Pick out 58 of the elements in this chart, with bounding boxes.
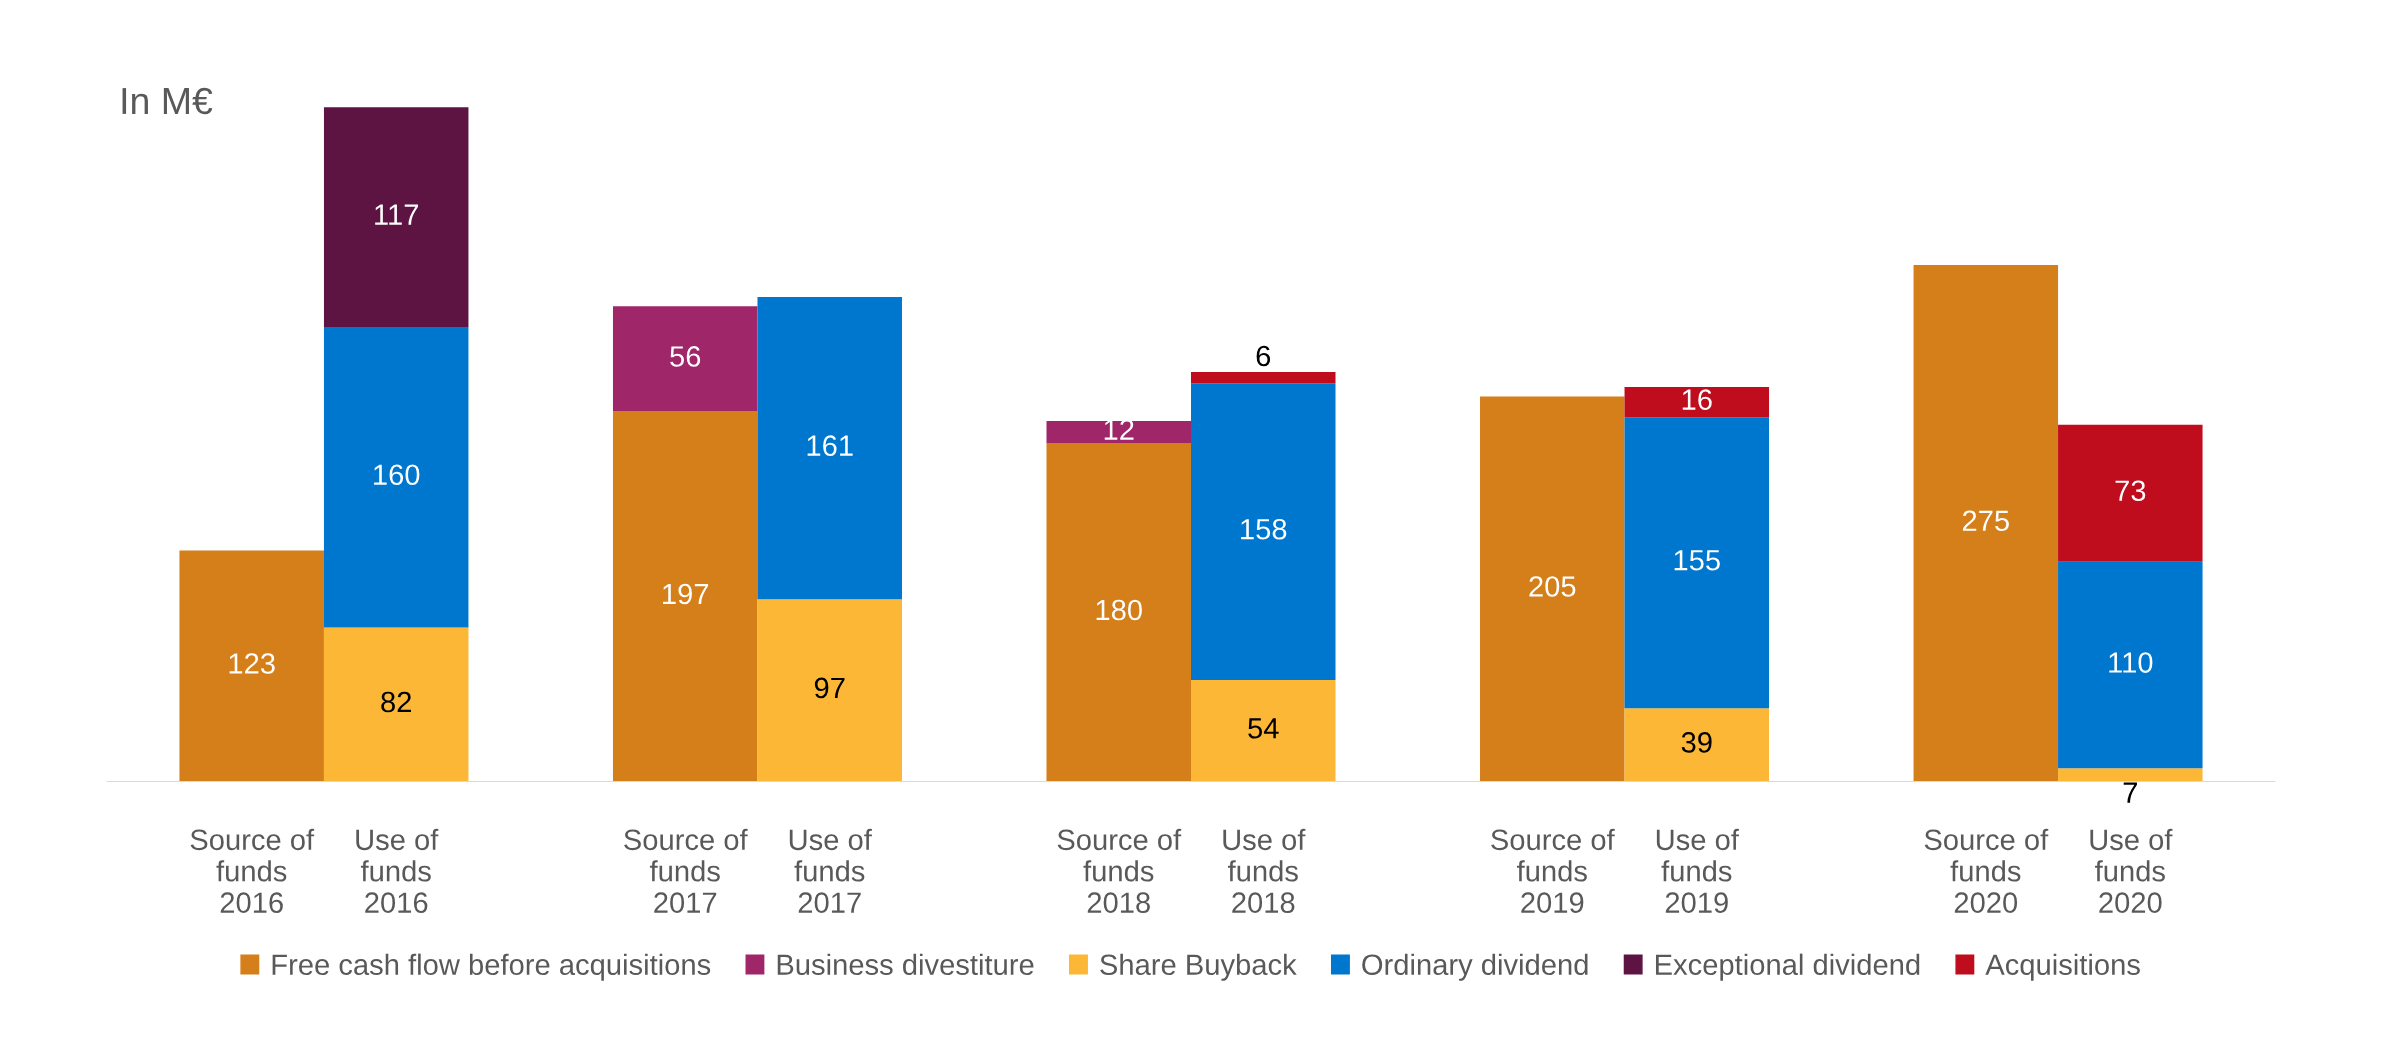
- data-label: 161: [807, 435, 853, 456]
- legend-label: Acquisitions: [1985, 953, 2140, 981]
- bar: [323, 327, 469, 628]
- data-label: 180: [1096, 599, 1142, 621]
- data-label: 117: [375, 204, 418, 225]
- bar: [2058, 561, 2203, 769]
- bar: [757, 296, 902, 600]
- chart-title: In M€: [122, 87, 213, 115]
- data-label: 155: [1674, 550, 1720, 571]
- bar: [179, 550, 324, 782]
- data-label: 7: [2123, 782, 2137, 803]
- x-tick-label: Source of funds 2020: [1924, 828, 2049, 913]
- legend-label: Exceptional dividend: [1655, 953, 1920, 981]
- data-label: 275: [1962, 510, 2009, 532]
- bar: [1624, 417, 1770, 709]
- bar: [2058, 768, 2203, 782]
- data-label: 123: [229, 653, 275, 674]
- data-label: 205: [1529, 576, 1576, 597]
- bar: [323, 107, 469, 327]
- data-label: 197: [663, 583, 709, 605]
- bar: [1624, 387, 1770, 418]
- data-label: 73: [2115, 480, 2146, 502]
- legend-label: Business divestiture: [777, 953, 1034, 976]
- legend-label: Share Buyback: [1100, 953, 1297, 981]
- x-tick-label: Use of funds 2020: [2090, 828, 2173, 913]
- x-tick-label: Source of funds 2019: [1491, 828, 1615, 913]
- data-label: 16: [1682, 389, 1712, 410]
- legend-label: Ordinary dividend: [1362, 953, 1588, 981]
- bar: [1624, 708, 1770, 782]
- bar: [1046, 420, 1191, 444]
- bar: [2058, 424, 2203, 562]
- bar: [1191, 680, 1336, 782]
- data-label: 56: [670, 346, 701, 367]
- data-label: 158: [1241, 518, 1287, 540]
- bar: [1191, 372, 1336, 384]
- bar: [757, 599, 902, 782]
- x-tick-label: Source of funds 2018: [1057, 828, 1182, 913]
- x-tick-label: Use of funds 2016: [356, 828, 439, 913]
- bar: [612, 306, 758, 412]
- bar: [1913, 265, 2059, 782]
- bar: [612, 411, 758, 782]
- data-label: 54: [1248, 718, 1279, 739]
- x-tick-label: Source of funds 2017: [624, 828, 748, 913]
- legend-label: Free cash flow before acquisitions: [272, 953, 711, 981]
- data-label: 6: [1256, 345, 1271, 367]
- bar: [1480, 396, 1625, 782]
- bar: [323, 627, 469, 782]
- data-label: 160: [374, 464, 420, 486]
- bar: [1046, 443, 1191, 782]
- bar: [1191, 383, 1336, 681]
- x-tick-label: Source of funds 2016: [190, 828, 315, 913]
- x-tick-label: Use of funds 2019: [1656, 828, 1739, 913]
- data-label: 97: [814, 677, 845, 699]
- x-tick-label: Use of funds 2017: [789, 828, 872, 913]
- data-label: 39: [1681, 732, 1712, 753]
- data-label: 110: [2109, 652, 2153, 673]
- x-tick-label: Use of funds 2018: [1223, 828, 1306, 913]
- data-label: 82: [381, 691, 411, 713]
